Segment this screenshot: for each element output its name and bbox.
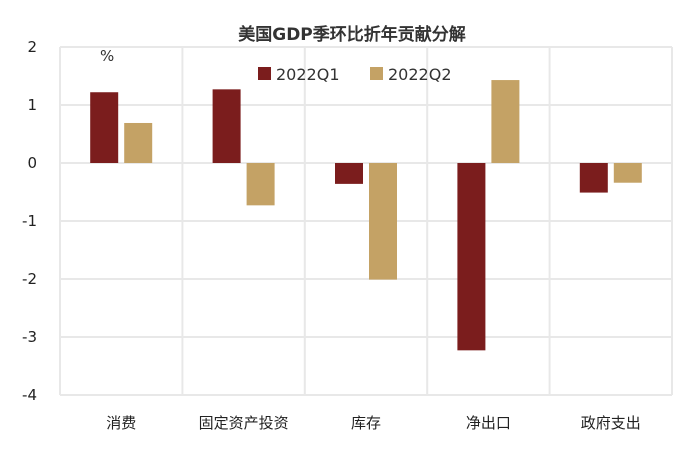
bar-2022Q1-库存: [335, 163, 363, 184]
grid-lines: [59, 46, 673, 396]
bar-2022Q1-消费: [90, 92, 119, 163]
legend-swatch: [258, 67, 271, 80]
category-label: 库存: [351, 414, 381, 432]
bar-2022Q1-政府支出: [579, 163, 608, 193]
bars: [90, 80, 642, 351]
category-label: 固定资产投资: [199, 414, 289, 432]
legend: 2022Q1 2022Q2: [258, 65, 452, 84]
chart-title: 美国GDP季环比折年贡献分解: [238, 24, 466, 45]
y-axis-ticks: 2 1 0 -1 -2 -3 -4: [22, 38, 37, 404]
bar-2022Q1-固定资产投资: [212, 89, 241, 163]
bar-2022Q2-净出口: [491, 80, 520, 163]
bar-2022Q2-政府支出: [613, 163, 642, 183]
y-tick-label: -4: [22, 386, 37, 404]
unit-label: %: [100, 47, 114, 65]
legend-swatch: [370, 67, 383, 80]
x-axis-categories: 消费 固定资产投资 库存 净出口 政府支出: [106, 414, 641, 432]
category-label: 消费: [106, 414, 136, 432]
bar-2022Q2-消费: [124, 122, 153, 163]
y-tick-label: 0: [27, 154, 37, 172]
bar-2022Q2-固定资产投资: [246, 163, 275, 206]
bar-2022Q2-库存: [369, 163, 397, 280]
category-label: 政府支出: [581, 414, 641, 432]
legend-label: 2022Q2: [388, 65, 452, 84]
y-tick-label: -1: [22, 212, 37, 230]
y-tick-label: 1: [27, 96, 37, 114]
category-label: 净出口: [466, 414, 511, 432]
y-tick-label: 2: [27, 38, 37, 56]
legend-label: 2022Q1: [276, 65, 340, 84]
y-tick-label: -2: [22, 270, 37, 288]
bar-2022Q1-净出口: [457, 163, 486, 351]
y-tick-label: -3: [22, 328, 37, 346]
